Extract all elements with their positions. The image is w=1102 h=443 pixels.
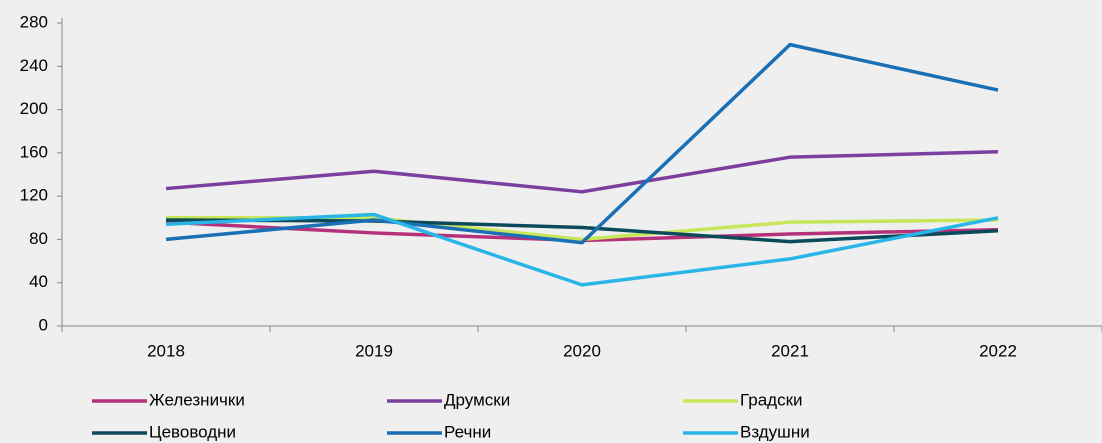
legend-label: Друмски <box>444 390 510 409</box>
y-tick-label: 80 <box>29 229 48 248</box>
series-line <box>165 218 999 244</box>
y-tick-label: 200 <box>20 99 48 118</box>
legend-label: Цевоводни <box>149 422 236 441</box>
y-tick-label: 0 <box>39 315 48 334</box>
x-tick-label: 2020 <box>563 341 601 360</box>
y-tick-label: 40 <box>29 272 48 291</box>
legend-label: Вздушни <box>740 422 810 441</box>
legend-label: Железнички <box>149 390 245 409</box>
x-tick-label: 2018 <box>147 341 185 360</box>
x-tick-label: 2022 <box>979 341 1017 360</box>
y-tick-label: 240 <box>20 56 48 75</box>
legend-label: Градски <box>740 390 803 409</box>
y-tick-label: 280 <box>20 12 48 31</box>
x-tick-label: 2019 <box>355 341 393 360</box>
y-tick-label: 120 <box>20 186 48 205</box>
legend-label: Речни <box>444 422 491 441</box>
y-tick-label: 160 <box>20 142 48 161</box>
series-line <box>165 42 999 245</box>
series-line <box>165 212 999 287</box>
series-line <box>165 150 999 194</box>
x-tick-label: 2021 <box>771 341 809 360</box>
